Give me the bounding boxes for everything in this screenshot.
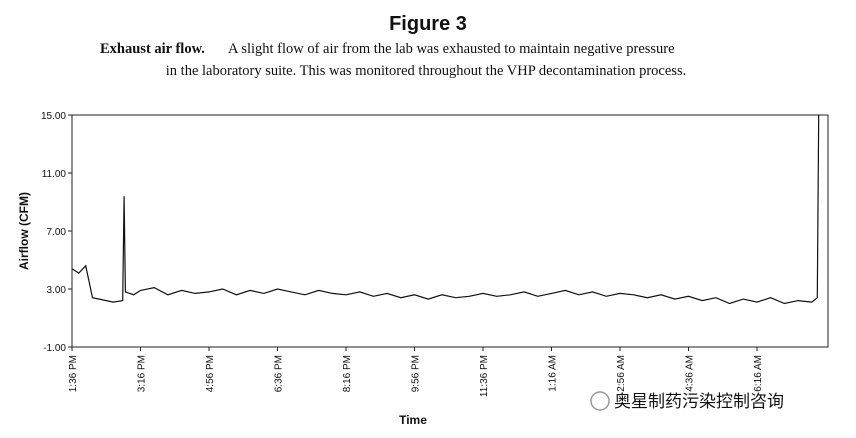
x-axis-label: Time xyxy=(399,413,427,427)
data-line xyxy=(71,114,820,305)
chart-title: Figure 3 xyxy=(389,13,467,35)
y-tick-label: 7.00 xyxy=(47,227,67,238)
watermark-icon xyxy=(590,391,610,411)
x-tick-label: 8:16 PM xyxy=(342,355,353,392)
caption: in the laboratory suite. This was monito… xyxy=(166,63,686,79)
caption: A slight flow of air from the lab was ex… xyxy=(228,41,675,57)
y-tick-label: 11.00 xyxy=(42,169,67,180)
caption-lead: Exhaust air flow. xyxy=(100,41,205,57)
watermark: 奥星制药污染控制咨询 xyxy=(614,392,784,412)
x-tick-label: 11:36 PM xyxy=(479,355,490,397)
x-tick-label: 9:56 PM xyxy=(411,355,422,392)
y-tick-label: 15.00 xyxy=(41,111,66,122)
x-tick-label: 2:56 AM xyxy=(616,355,627,392)
y-tick-label: 3.00 xyxy=(47,285,67,296)
x-tick-label: 4:56 PM xyxy=(205,355,216,392)
x-tick-label: 1:36 PM xyxy=(68,355,79,392)
x-tick-label: 6:36 PM xyxy=(274,355,285,392)
x-tick-label: 1:16 AM xyxy=(548,355,559,392)
x-tick-label: 6:16 AM xyxy=(753,355,764,392)
x-tick-label: 3:16 PM xyxy=(137,355,148,392)
y-tick-label: -1.00 xyxy=(43,343,66,354)
plot-frame xyxy=(71,114,829,348)
x-tick-label: 4:36 AM xyxy=(685,355,696,392)
y-axis-label: Airflow (CFM) xyxy=(17,192,31,270)
